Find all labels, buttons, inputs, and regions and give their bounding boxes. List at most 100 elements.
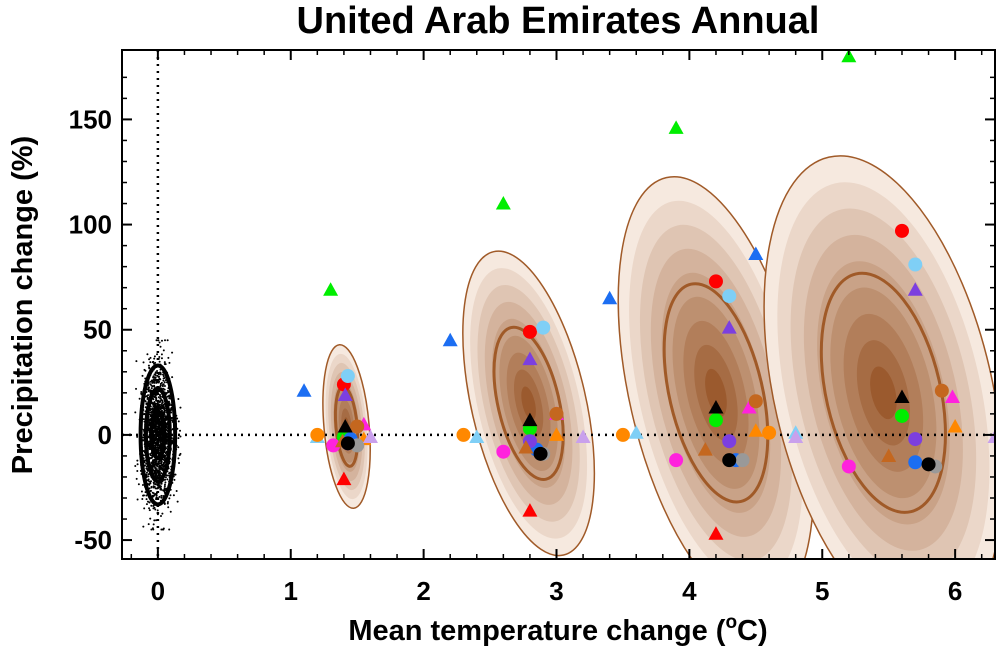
noise-point: [166, 502, 169, 505]
noise-point: [154, 421, 157, 424]
noise-point: [158, 360, 161, 363]
noise-point: [151, 459, 154, 462]
noise-point: [136, 459, 139, 462]
noise-point: [153, 407, 156, 410]
noise-point: [156, 441, 159, 444]
chart-title: United Arab Emirates Annual: [297, 0, 820, 42]
noise-point: [150, 528, 153, 531]
noise-point: [150, 486, 153, 489]
distribution-2-band-9: [521, 386, 536, 421]
noise-point: [148, 420, 151, 423]
noise-point: [162, 465, 165, 468]
noise-point: [149, 457, 152, 460]
noise-point: [160, 353, 163, 356]
noise-point: [157, 474, 160, 477]
noise-point: [154, 442, 157, 445]
noise-point: [146, 353, 149, 356]
y-tick-label: 50: [83, 315, 112, 345]
noise-point: [160, 381, 163, 384]
series-7-point-8: [947, 418, 963, 433]
noise-point: [158, 428, 161, 431]
noise-point: [151, 462, 154, 465]
noise-point: [155, 339, 158, 342]
noise-point: [148, 480, 151, 483]
distribution-3: [617, 176, 815, 559]
noise-point: [150, 384, 153, 387]
noise-point: [158, 437, 161, 440]
noise-point: [155, 378, 158, 381]
variability-ellipse-3: [149, 409, 167, 461]
noise-point: [179, 429, 182, 432]
noise-point: [153, 355, 156, 358]
series-10-point-4: [894, 389, 910, 404]
noise-point: [148, 509, 151, 512]
noise-point: [142, 525, 145, 528]
noise-point: [154, 376, 157, 379]
noise-point: [150, 480, 153, 483]
noise-point: [151, 465, 154, 468]
series-2-point-3: [668, 120, 684, 134]
noise-point: [158, 486, 161, 489]
x-tick-label: 3: [549, 576, 563, 606]
series-5-point-4: [907, 282, 923, 296]
noise-point: [151, 412, 154, 415]
noise-point: [148, 487, 151, 490]
noise-point: [177, 457, 180, 460]
noise-point: [164, 481, 167, 484]
noise-point: [168, 472, 171, 475]
noise-point: [152, 507, 155, 510]
noise-point: [161, 399, 164, 402]
noise-point: [148, 358, 151, 361]
noise-point: [167, 391, 170, 394]
x-tick-label: 6: [948, 576, 962, 606]
noise-point: [152, 398, 155, 401]
series-1-point-2: [336, 471, 352, 486]
noise-point: [177, 446, 180, 449]
y-tick-label: 0: [98, 420, 112, 450]
noise-point: [179, 452, 182, 455]
noise-point: [155, 399, 158, 402]
noise-point: [156, 509, 159, 512]
noise-point: [157, 375, 160, 378]
series-10-point-3: [708, 400, 724, 414]
series-11-point-3: [788, 429, 804, 444]
noise-point: [154, 445, 157, 448]
series-8-point-6: [518, 440, 534, 454]
noise-point: [136, 498, 139, 501]
noise-point: [140, 392, 143, 395]
noise-point: [169, 510, 172, 513]
noise-point: [138, 397, 141, 400]
series-8-point-2: [549, 406, 564, 421]
noise-point: [156, 470, 159, 473]
noise-point: [168, 397, 171, 400]
series-4-point-7: [628, 425, 644, 439]
distribution-4: [763, 155, 995, 559]
noise-point: [155, 487, 158, 490]
noise-point: [148, 507, 151, 510]
noise-point: [141, 497, 144, 500]
noise-point: [145, 494, 148, 497]
noise-point: [141, 483, 144, 486]
noise-point: [152, 485, 155, 488]
series-10-point-1: [337, 418, 353, 433]
noise-point: [154, 419, 157, 422]
noise-point: [154, 508, 157, 511]
distribution-3-band-9: [705, 368, 727, 417]
noise-point: [151, 491, 154, 494]
noise-point: [136, 463, 139, 466]
series-5-point-7: [722, 434, 737, 449]
series-3-point-8: [908, 455, 923, 470]
series-7-point-3: [615, 427, 630, 442]
x-tick-label: 4: [682, 576, 697, 606]
noise-point: [154, 396, 157, 399]
noise-point: [163, 388, 166, 391]
x-tick-label: 0: [151, 576, 165, 606]
noise-point: [158, 484, 161, 487]
noise-point: [153, 357, 156, 360]
noise-point: [173, 478, 176, 481]
series-11-point-1: [362, 429, 378, 444]
noise-point: [155, 427, 158, 430]
noise-point: [166, 339, 169, 342]
series-4-point-3: [722, 289, 737, 304]
noise-point: [159, 345, 162, 348]
